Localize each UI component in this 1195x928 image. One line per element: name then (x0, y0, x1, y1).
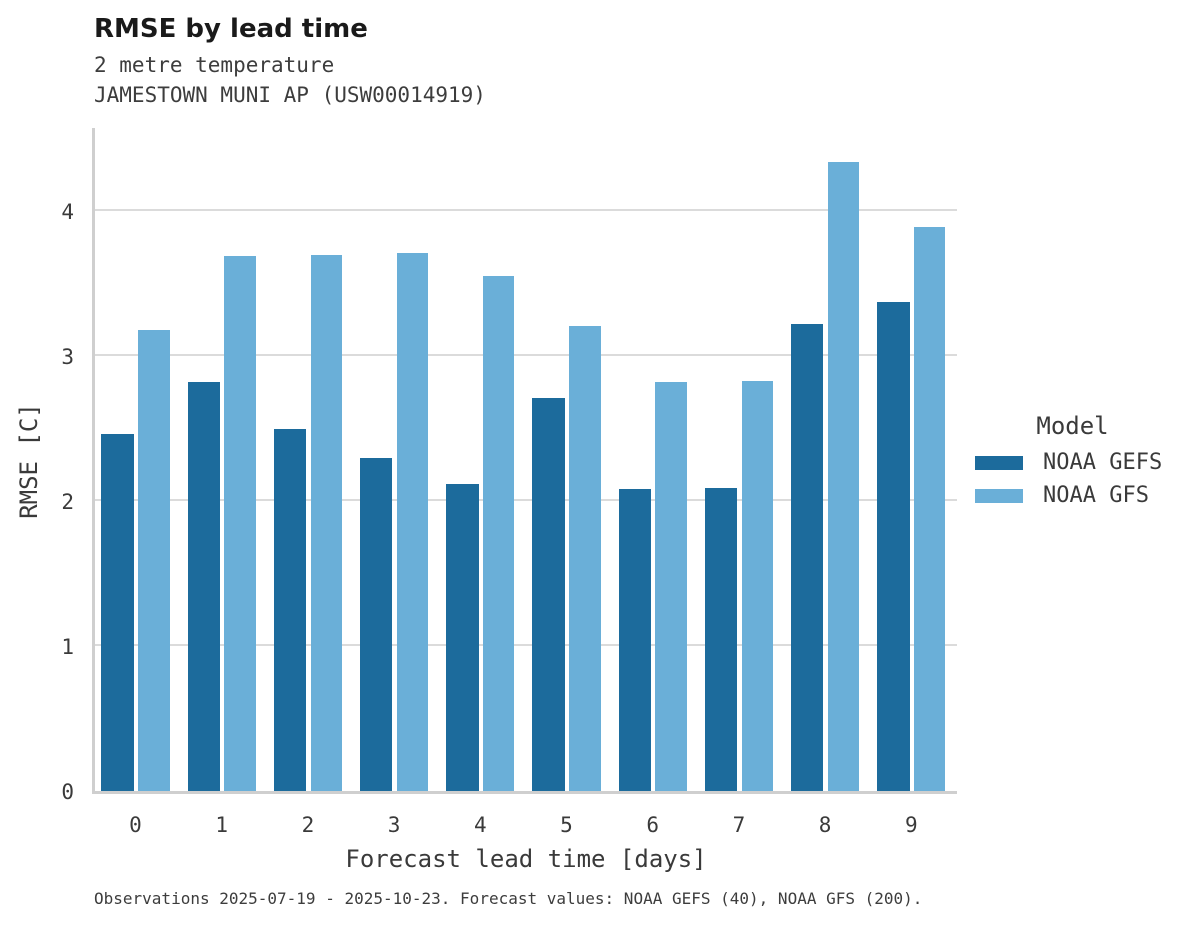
x-axis-title: Forecast lead time [days] (345, 845, 707, 873)
y-tick-label-1: 1 (61, 635, 74, 659)
chart-subtitle-line2: JAMESTOWN MUNI AP (USW00014919) (94, 83, 486, 107)
bar-noaa-gefs-lead-2 (273, 428, 307, 791)
y-tick-label-2: 2 (61, 490, 74, 514)
x-tick-label-2: 2 (301, 813, 315, 837)
bar-noaa-gefs-lead-8 (790, 324, 824, 791)
bar-noaa-gfs-lead-6 (655, 382, 687, 791)
bar-noaa-gefs-lead-3 (359, 457, 393, 791)
x-tick-label-7: 7 (732, 813, 746, 837)
gridline-2 (95, 499, 957, 501)
plot-area (92, 128, 957, 794)
bar-noaa-gefs-lead-4 (446, 483, 479, 791)
y-tick-label-0: 0 (61, 780, 74, 804)
gridline-3 (95, 354, 957, 356)
x-tick-label-4: 4 (473, 813, 487, 837)
gridline-4 (95, 209, 957, 211)
x-tick-label-3: 3 (387, 813, 401, 837)
bar-noaa-gfs-lead-0 (138, 329, 170, 791)
x-tick-label-1: 1 (215, 813, 229, 837)
legend-label-noaa-gfs: NOAA GFS (1043, 483, 1149, 508)
bar-noaa-gefs-lead-9 (877, 302, 910, 791)
legend-label-noaa-gefs: NOAA GEFS (1043, 450, 1163, 475)
bar-noaa-gefs-lead-5 (532, 398, 565, 791)
footnote: Observations 2025-07-19 - 2025-10-23. Fo… (94, 889, 923, 908)
legend-title: Model (1036, 412, 1109, 440)
bar-noaa-gfs-lead-2 (310, 254, 343, 791)
chart-title: RMSE by lead time (94, 14, 368, 44)
bar-noaa-gefs-lead-1 (187, 382, 221, 791)
bar-noaa-gfs-lead-8 (827, 161, 860, 791)
bar-noaa-gfs-lead-4 (482, 276, 515, 791)
y-tick-label-3: 3 (61, 345, 74, 369)
bar-noaa-gfs-lead-3 (396, 253, 429, 791)
x-tick-label-6: 6 (646, 813, 660, 837)
bar-noaa-gefs-lead-0 (101, 434, 134, 791)
x-tick-label-5: 5 (560, 813, 573, 837)
x-tick-label-9: 9 (904, 813, 918, 837)
chart-subtitle-line1: 2 metre temperature (94, 53, 335, 77)
bar-noaa-gfs-lead-5 (569, 325, 601, 791)
gridline-1 (95, 644, 957, 646)
y-tick-label-4: 4 (61, 200, 74, 224)
bar-noaa-gfs-lead-7 (741, 380, 774, 791)
x-tick-label-8: 8 (818, 813, 832, 837)
legend-swatch-noaa-gefs (975, 456, 1023, 470)
chart-subtitle: 2 metre temperature JAMESTOWN MUNI AP (US… (94, 50, 486, 110)
x-tick-label-0: 0 (129, 813, 142, 837)
legend-swatch-noaa-gfs (975, 489, 1023, 503)
bar-noaa-gfs-lead-1 (224, 255, 256, 791)
bar-noaa-gefs-lead-6 (618, 489, 652, 791)
bar-noaa-gfs-lead-9 (913, 226, 946, 791)
bar-noaa-gefs-lead-7 (704, 487, 738, 791)
